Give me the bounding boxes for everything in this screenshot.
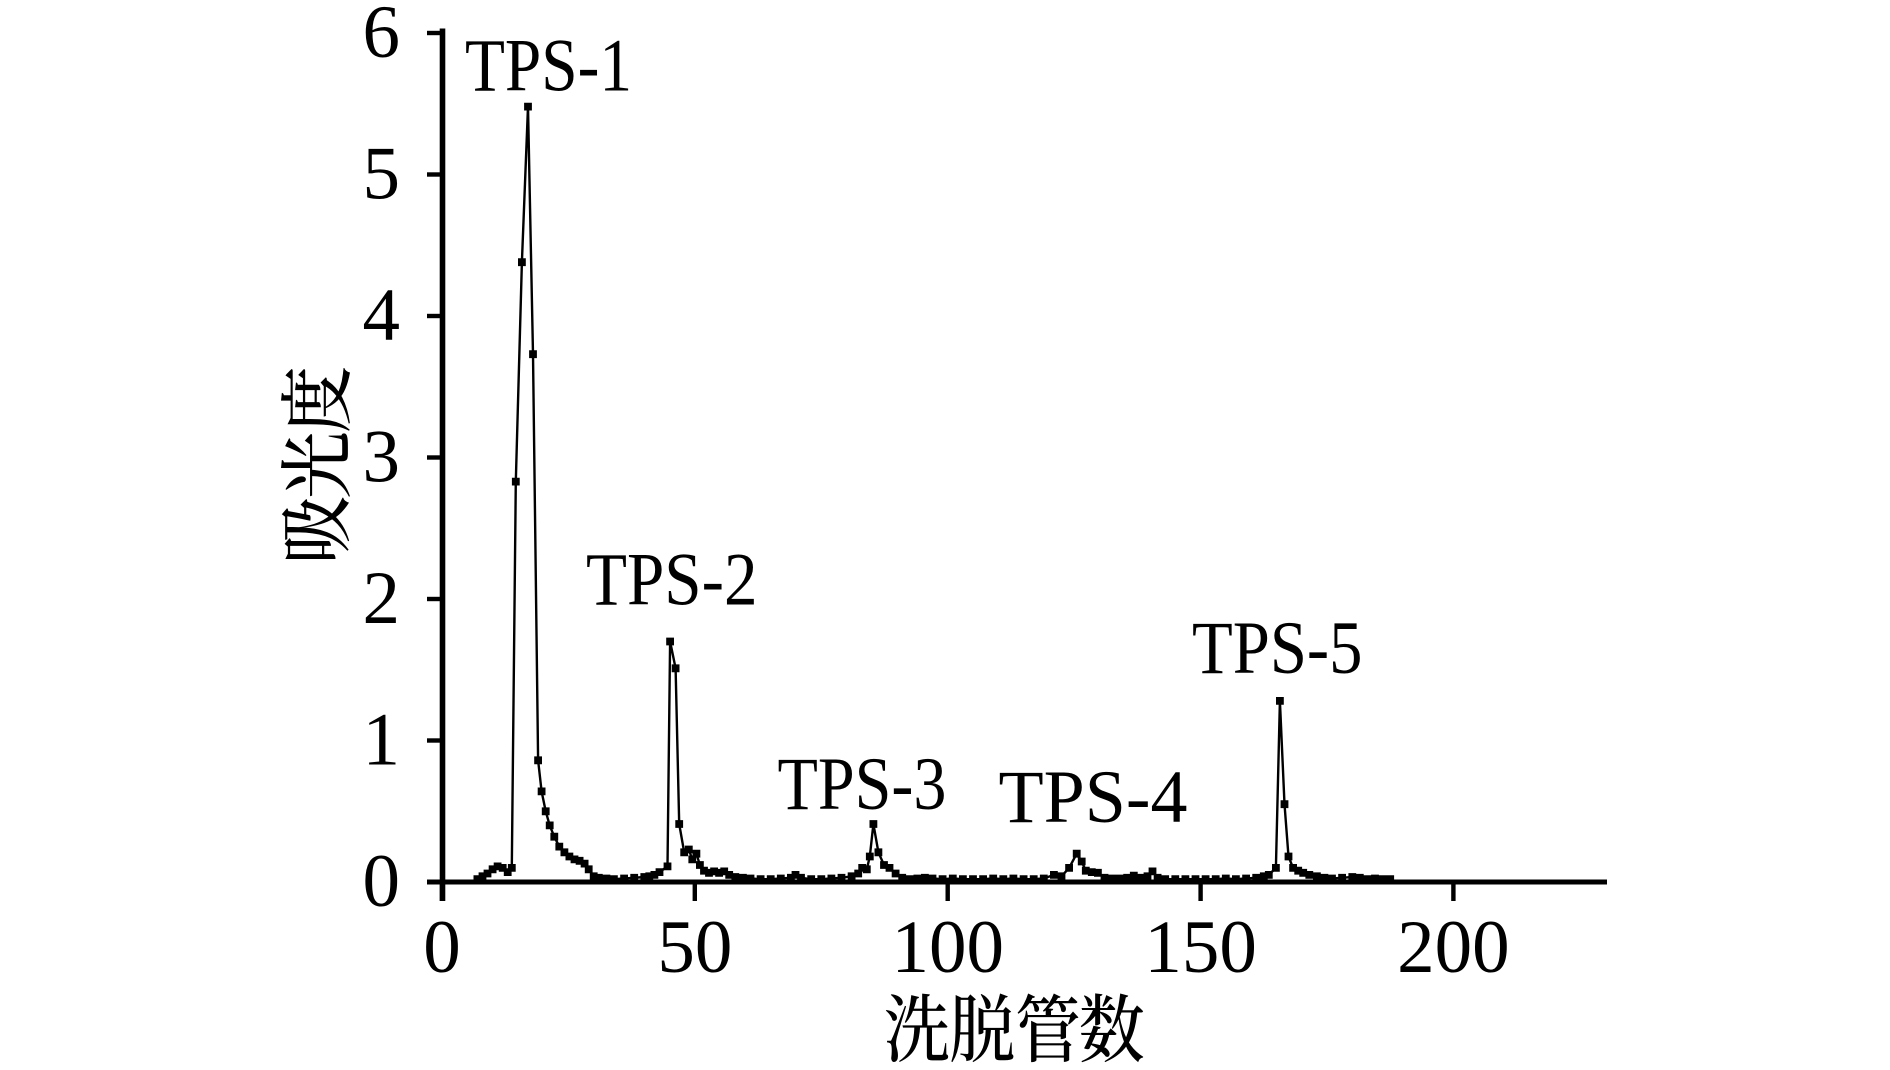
- svg-text:TPS-5: TPS-5: [1192, 607, 1363, 690]
- svg-text:0: 0: [423, 906, 461, 989]
- svg-text:150: 150: [1144, 906, 1257, 989]
- svg-text:TPS-3: TPS-3: [778, 743, 947, 826]
- svg-text:1: 1: [363, 699, 401, 782]
- svg-text:50: 50: [657, 906, 732, 989]
- svg-text:TPS-4: TPS-4: [999, 756, 1188, 839]
- svg-text:200: 200: [1397, 906, 1510, 989]
- svg-text:0: 0: [363, 840, 401, 923]
- svg-text:4: 4: [363, 274, 401, 357]
- svg-text:6: 6: [363, 0, 401, 74]
- svg-text:2: 2: [363, 557, 401, 640]
- svg-text:100: 100: [891, 906, 1004, 989]
- svg-text:3: 3: [363, 416, 401, 499]
- svg-text:TPS-2: TPS-2: [586, 539, 758, 622]
- svg-text:5: 5: [363, 133, 401, 216]
- svg-text:TPS-1: TPS-1: [465, 25, 632, 108]
